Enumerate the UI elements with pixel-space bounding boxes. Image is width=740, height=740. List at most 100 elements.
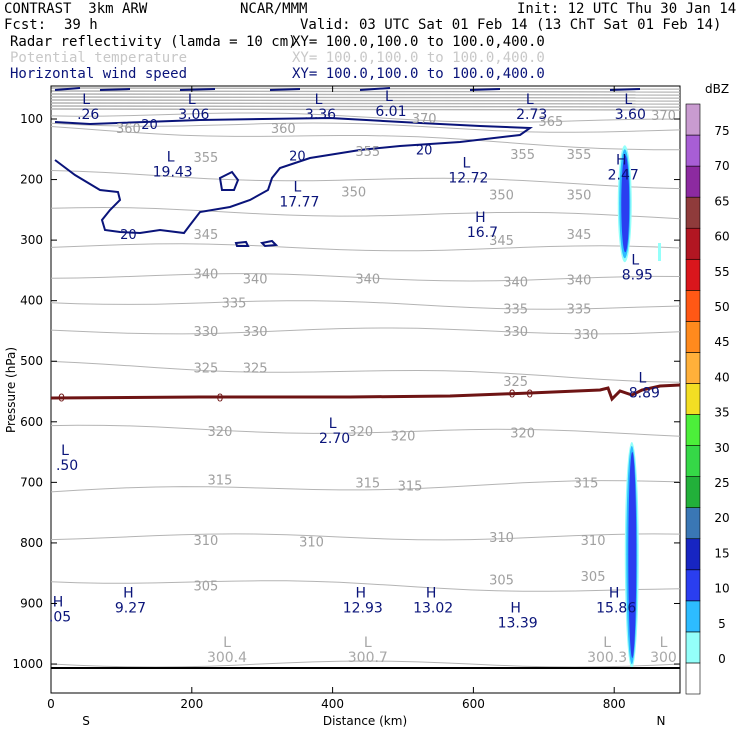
theta-contour-355 bbox=[51, 170, 680, 190]
colorbar-level-label: 45 bbox=[714, 335, 729, 349]
theta-contour-320 bbox=[51, 424, 680, 437]
colorbar-swatch bbox=[685, 165, 701, 198]
theta-contour-label: 310 bbox=[489, 531, 514, 546]
wind-20-contour bbox=[234, 240, 250, 247]
theta-contour-label: 355 bbox=[193, 151, 218, 166]
wind-extremum-marker: L bbox=[188, 92, 196, 108]
wind-extremum-marker: H bbox=[123, 585, 134, 601]
wind-extremum-marker: L bbox=[526, 92, 534, 108]
theta-contour-label: 335 bbox=[222, 296, 247, 311]
wind-extremum-marker: H bbox=[426, 585, 437, 601]
colorbar-swatch bbox=[685, 662, 701, 695]
theta-contour-label: 320 bbox=[510, 427, 535, 442]
theta-contour-label: 370 bbox=[412, 112, 437, 127]
theta-contour-label: 355 bbox=[355, 145, 380, 160]
theta-contour-label: 335 bbox=[567, 303, 592, 318]
colorbar-swatch bbox=[685, 103, 701, 136]
wind-contour-label: 20 bbox=[289, 149, 306, 164]
theta-contour-label: 310 bbox=[581, 534, 606, 549]
wind-extremum-marker: L bbox=[315, 92, 323, 108]
wind-extremum-value: 15.86 bbox=[596, 600, 636, 616]
wind-extremum-value: 17.77 bbox=[279, 195, 319, 211]
colorbar-swatch bbox=[685, 134, 701, 167]
theta-contour-label: 330 bbox=[503, 325, 528, 340]
zero-contour-label: 0 bbox=[509, 387, 516, 400]
theta-contour-305 bbox=[51, 580, 680, 592]
theta-contour-label: 350 bbox=[489, 189, 514, 204]
forecast-label: Fcst: bbox=[4, 17, 47, 33]
colorbar-unit: dBZ bbox=[705, 82, 729, 96]
colorbar-swatch bbox=[685, 476, 701, 508]
theta-extremum-marker: L bbox=[603, 635, 611, 651]
theta-contour-label: 315 bbox=[398, 479, 423, 494]
reflectivity-fragment bbox=[658, 243, 661, 261]
colorbar-level-label: 40 bbox=[714, 370, 729, 384]
colorbar-swatch bbox=[685, 352, 701, 384]
theta-contour-label: 305 bbox=[193, 579, 218, 594]
model-center: NCAR/MMM bbox=[240, 1, 308, 17]
y-tick-label: 800 bbox=[20, 536, 43, 550]
wind-extremum-marker: H bbox=[510, 601, 521, 617]
theta-contour-350 bbox=[51, 206, 680, 220]
x-tick-label: 0 bbox=[47, 697, 55, 711]
theta-extremum-marker: L bbox=[223, 635, 231, 651]
x-axis-label: Distance (km) bbox=[323, 714, 407, 728]
colorbar-level-label: 0 bbox=[718, 652, 726, 666]
wind-extremum-value: 8.95 bbox=[622, 267, 653, 283]
zero-contour-label: 0 bbox=[526, 387, 533, 400]
theta-extremum-value: 300 bbox=[650, 650, 677, 666]
theta-contour-upper bbox=[51, 93, 680, 96]
colorbar-level-label: 65 bbox=[714, 194, 729, 208]
theta-contour-325 bbox=[51, 360, 680, 383]
wind-extremum-value: 2.47 bbox=[608, 167, 639, 183]
wind-contour-label: 20 bbox=[120, 228, 137, 243]
theta-contour-upper bbox=[51, 96, 680, 99]
theta-contour-label: 320 bbox=[391, 430, 416, 445]
wind-extremum-value: 9.27 bbox=[115, 600, 146, 616]
colorbar-swatch bbox=[685, 321, 701, 353]
wind-extremum-value: .26 bbox=[77, 107, 99, 123]
wind-extremum-value: 6.01 bbox=[375, 104, 406, 120]
wind-extremum-marker: L bbox=[293, 180, 301, 196]
wind-extremum-value: 13.02 bbox=[413, 600, 453, 616]
theta-contour-upper bbox=[51, 105, 680, 108]
theta-contour-345 bbox=[51, 243, 680, 252]
theta-contour-label: 350 bbox=[567, 189, 592, 204]
wind-extremum-marker: L bbox=[61, 443, 69, 459]
theta-contour-label: 365 bbox=[538, 115, 563, 130]
wind-extremum-marker: L bbox=[82, 92, 90, 108]
y-tick-label: 900 bbox=[20, 596, 43, 610]
theta-contour-label: 360 bbox=[271, 122, 296, 137]
wind-extremum-value: 3.36 bbox=[305, 107, 336, 123]
wind-extremum-marker: L bbox=[624, 92, 632, 108]
theta-contour-upper bbox=[51, 108, 680, 111]
theta-contour-370 bbox=[51, 112, 680, 123]
colorbar-level-label: 50 bbox=[714, 300, 729, 314]
theta-extremum-value: 300.4 bbox=[207, 650, 247, 666]
field-wind-name: Horizontal wind speed bbox=[10, 66, 188, 82]
colorbar-swatch bbox=[685, 290, 701, 322]
wind-extremum-value: 19.43 bbox=[153, 164, 193, 180]
colorbar-level-label: 60 bbox=[714, 230, 729, 244]
field-reflectivity-xy: XY= 100.0,100.0 to 100.0,400.0 bbox=[292, 34, 545, 50]
wind-contour-label: 20 bbox=[141, 118, 158, 133]
colorbar-swatch bbox=[685, 538, 701, 571]
wind-extremum-value: 3.06 bbox=[178, 107, 209, 123]
forecast-hour: 39 h bbox=[64, 17, 98, 33]
wind-20-contour bbox=[54, 87, 641, 91]
theta-contour-315 bbox=[51, 480, 680, 493]
colorbar-level-label: 70 bbox=[714, 159, 729, 173]
theta-extremum-marker: L bbox=[660, 635, 668, 651]
colorbar-swatch bbox=[685, 414, 701, 446]
colorbar-swatch bbox=[685, 569, 701, 602]
colorbar-level-label: 5 bbox=[718, 617, 726, 631]
theta-extremum-value: 300.7 bbox=[348, 650, 388, 666]
theta-contour-label: 310 bbox=[193, 534, 218, 549]
init-time: Init: 12 UTC Thu 30 Jan 14 bbox=[517, 1, 737, 17]
wind-extremum-value: 16.7 bbox=[467, 225, 498, 241]
colorbar-level-label: 75 bbox=[714, 124, 729, 138]
wind-contour-label: 20 bbox=[416, 143, 433, 158]
colorbar-level-label: 25 bbox=[714, 476, 729, 490]
x-tick-label: 800 bbox=[603, 697, 626, 711]
colorbar-swatch bbox=[685, 383, 701, 415]
